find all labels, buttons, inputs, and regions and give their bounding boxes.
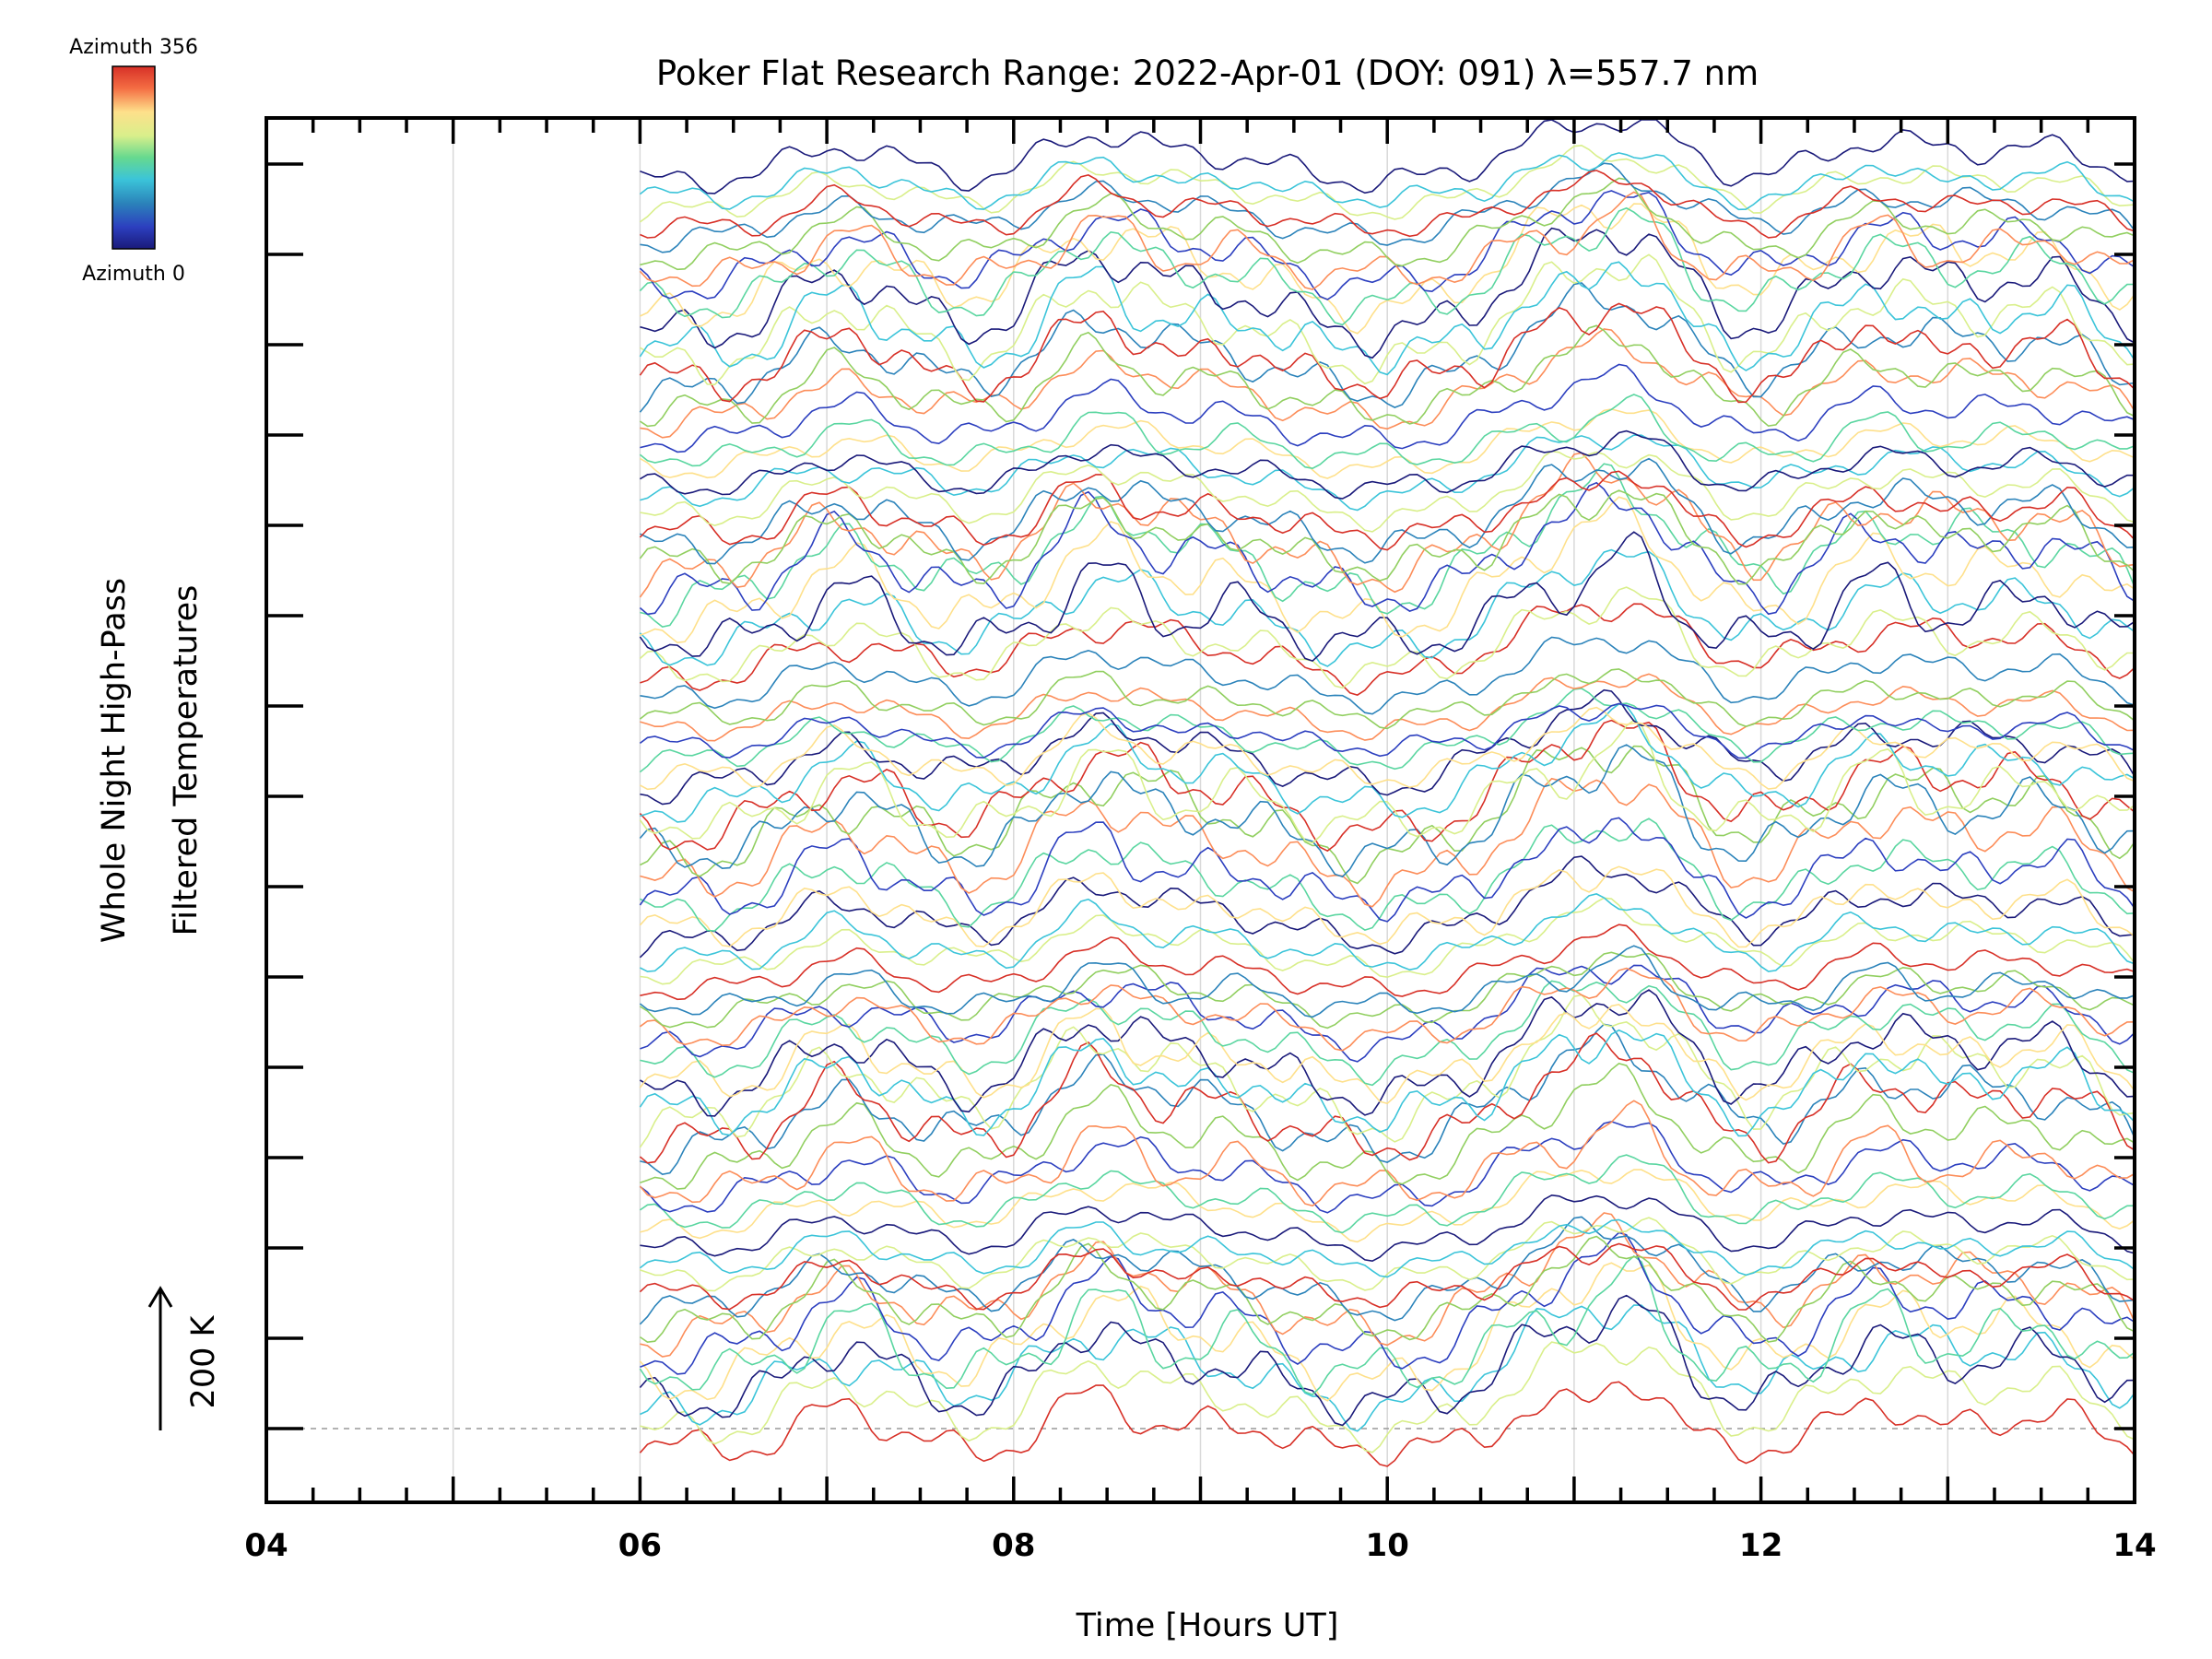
trace-line: [640, 777, 2136, 908]
trace-line: [640, 363, 2136, 453]
trace-line: [639, 1029, 2136, 1137]
trace-line: [639, 1294, 2136, 1427]
trace-line: [639, 744, 2136, 878]
trace-line: [640, 924, 2136, 1001]
trace-line: [639, 865, 2136, 948]
trace-line: [640, 603, 2136, 696]
trace-line: [639, 1154, 2136, 1234]
trace-line: [640, 1341, 2136, 1453]
trace-line: [639, 489, 2136, 585]
trace-line: [640, 1217, 2136, 1292]
trace-line: [640, 434, 2136, 512]
trace-line: [639, 152, 2136, 211]
axis-layer: 04 06 08 10 12 14: [244, 116, 2157, 1564]
trace-line: [639, 719, 2136, 844]
trace-line: [639, 253, 2136, 386]
trace-line: [640, 450, 2136, 533]
x-tick-label: 10: [1366, 1527, 1409, 1564]
trace-line: [639, 1235, 2136, 1344]
trace-line: [639, 144, 2136, 223]
x-tick-label: 08: [992, 1527, 1035, 1564]
y-label-line1: Whole Night High-Pass: [96, 578, 133, 943]
trace-line: [639, 1218, 2136, 1278]
x-tick-label: 14: [2112, 1527, 2156, 1564]
trace-line: [639, 951, 2136, 1030]
trace-line: [639, 548, 2136, 667]
colorbar-bottom-label: Azimuth 0: [82, 263, 185, 286]
trace-line: [640, 457, 2136, 565]
trace-line: [640, 673, 2136, 742]
trace-line: [639, 190, 2136, 300]
x-tick-label: 04: [244, 1527, 288, 1564]
scale-bar-label: 200 K: [185, 1315, 222, 1409]
trace-line: [639, 1004, 2136, 1105]
scale-bar: 200 K: [147, 1286, 222, 1430]
chart-title: Poker Flat Research Range: 2022-Apr-01 (…: [656, 53, 1759, 93]
colorbar-gradient: [112, 65, 156, 250]
colorbar-top-label: Azimuth 356: [69, 36, 198, 59]
trace-line: [639, 261, 2136, 376]
x-tick-label: 06: [618, 1527, 662, 1564]
trace-line: [640, 119, 2136, 194]
trace-line: [640, 702, 2136, 823]
trace-line: [640, 893, 2136, 972]
trace-line: [639, 1100, 2136, 1207]
trace-line: [640, 636, 2136, 715]
trace-line: [639, 1032, 2136, 1164]
x-tick-label: 12: [1739, 1527, 1783, 1564]
trace-line: [639, 688, 2136, 773]
trace-line: [639, 719, 2136, 853]
trace-line: [639, 206, 2136, 326]
trace-line: [639, 1254, 2136, 1396]
y-axis-label: Whole Night High-Pass Filtered Temperatu…: [96, 578, 205, 943]
trace-line: [640, 1169, 2136, 1243]
trace-line: [640, 1194, 2136, 1263]
trace-line: [639, 702, 2136, 759]
trace-line: [640, 818, 2136, 932]
trace-line: [639, 586, 2135, 689]
trace-line: [640, 170, 2136, 239]
trace-line: [640, 227, 2136, 359]
trace-line: [639, 668, 2136, 730]
trace-line: [640, 1304, 2136, 1432]
trace-line: [640, 980, 2136, 1087]
trace-line: [639, 324, 2136, 428]
trace-line: [640, 177, 2136, 271]
trace-line: [640, 328, 2136, 439]
trace-line: [639, 470, 2136, 551]
trace-line: [640, 897, 2136, 985]
trace-line: [639, 1262, 2136, 1402]
trace-line: [639, 967, 2136, 1052]
trace-line: [640, 463, 2136, 628]
trace-line: [639, 1381, 2136, 1467]
trace-line: [639, 1216, 2136, 1325]
colorbar: Azimuth 356 Azimuth 0: [69, 36, 198, 286]
trace-layer: [639, 119, 2136, 1467]
trace-line: [639, 855, 2136, 959]
trace-line: [639, 531, 2136, 663]
trace-line: [639, 452, 2136, 598]
trace-line: [639, 394, 2136, 470]
trace-line: [640, 706, 2136, 791]
grid-layer: [266, 118, 2135, 1502]
trace-line: [640, 1231, 2136, 1375]
trace-line: [639, 1121, 2136, 1214]
trace-line: [639, 481, 2136, 616]
trace-line: [640, 1212, 2136, 1358]
trace-line: [639, 1242, 2136, 1311]
trace-line: [639, 945, 2136, 1018]
trace-line: [639, 989, 2136, 1117]
trace-line: [640, 1063, 2136, 1190]
trace-line: [639, 994, 2136, 1148]
y-label-line2: Filtered Temperatures: [168, 585, 205, 936]
scale-arrow-head: [147, 1286, 173, 1308]
trace-line: [640, 964, 2136, 1063]
trace-line: [639, 817, 2136, 923]
trace-line: [639, 302, 2136, 404]
x-axis-label: Time [Hours UT]: [1076, 1607, 1339, 1644]
trace-line: [639, 429, 2135, 500]
trace-line: [640, 162, 2136, 253]
